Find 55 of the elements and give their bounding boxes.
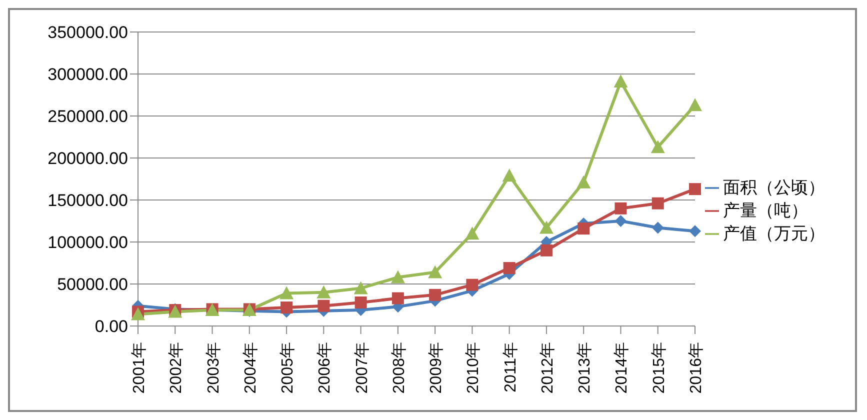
y-tick-label: 350000.00: [48, 23, 128, 42]
x-tick-label: 2005年: [280, 342, 297, 394]
point: [650, 140, 665, 154]
point: [280, 286, 294, 300]
point: [354, 281, 368, 294]
point: [354, 296, 367, 308]
x-tick-label: 2008年: [390, 342, 408, 394]
point: [131, 307, 145, 320]
legend-label: 产值（万元）: [723, 224, 825, 242]
point: [503, 262, 516, 274]
point: [688, 98, 702, 112]
point: [689, 183, 701, 196]
x-tick-label: 2001年: [131, 342, 148, 394]
x-tick-label: 2012年: [539, 342, 556, 394]
y-tick-label: 50000.00: [57, 275, 128, 294]
point: [465, 226, 480, 240]
x-tick-label: 2015年: [650, 342, 668, 394]
x-tick-label: 2016年: [688, 342, 705, 394]
point: [576, 175, 591, 188]
point: [429, 288, 442, 301]
point: [318, 300, 330, 312]
x-tick-label: 2011年: [502, 342, 520, 392]
point: [614, 74, 628, 88]
x-tick-label: 2009年: [428, 342, 446, 394]
point: [539, 220, 554, 234]
x-tick-label: 2002年: [168, 342, 186, 394]
point: [614, 202, 627, 214]
legend-label: 产量（吨）: [723, 200, 808, 220]
y-tick-label: 0.00: [94, 317, 128, 336]
x-tick-label: 2007年: [354, 342, 371, 394]
y-tick-label: 200000.00: [48, 149, 128, 168]
point: [540, 244, 552, 256]
x-tick-label: 2003年: [205, 342, 222, 394]
y-tick-label: 250000.00: [48, 107, 128, 126]
x-tick-label: 2010年: [465, 342, 482, 394]
y-tick-label: 100000.00: [48, 233, 128, 252]
legend-label: 面积（公顷）: [723, 178, 825, 196]
x-tick-label: 2004年: [242, 342, 260, 394]
point: [614, 215, 627, 227]
y-tick-label: 150000.00: [48, 191, 128, 210]
point: [390, 270, 405, 284]
x-tick-label: 2013年: [576, 342, 594, 394]
point: [316, 285, 331, 298]
point: [652, 222, 664, 234]
point: [466, 278, 478, 291]
point: [280, 302, 293, 314]
point: [502, 168, 516, 182]
point: [428, 265, 442, 278]
point: [689, 225, 701, 238]
point: [578, 222, 590, 235]
x-tick-label: 2006年: [316, 342, 334, 394]
x-tick-label: 2014年: [614, 342, 631, 394]
point: [392, 292, 404, 304]
y-tick-label: 300000.00: [48, 65, 128, 84]
point: [652, 197, 664, 210]
